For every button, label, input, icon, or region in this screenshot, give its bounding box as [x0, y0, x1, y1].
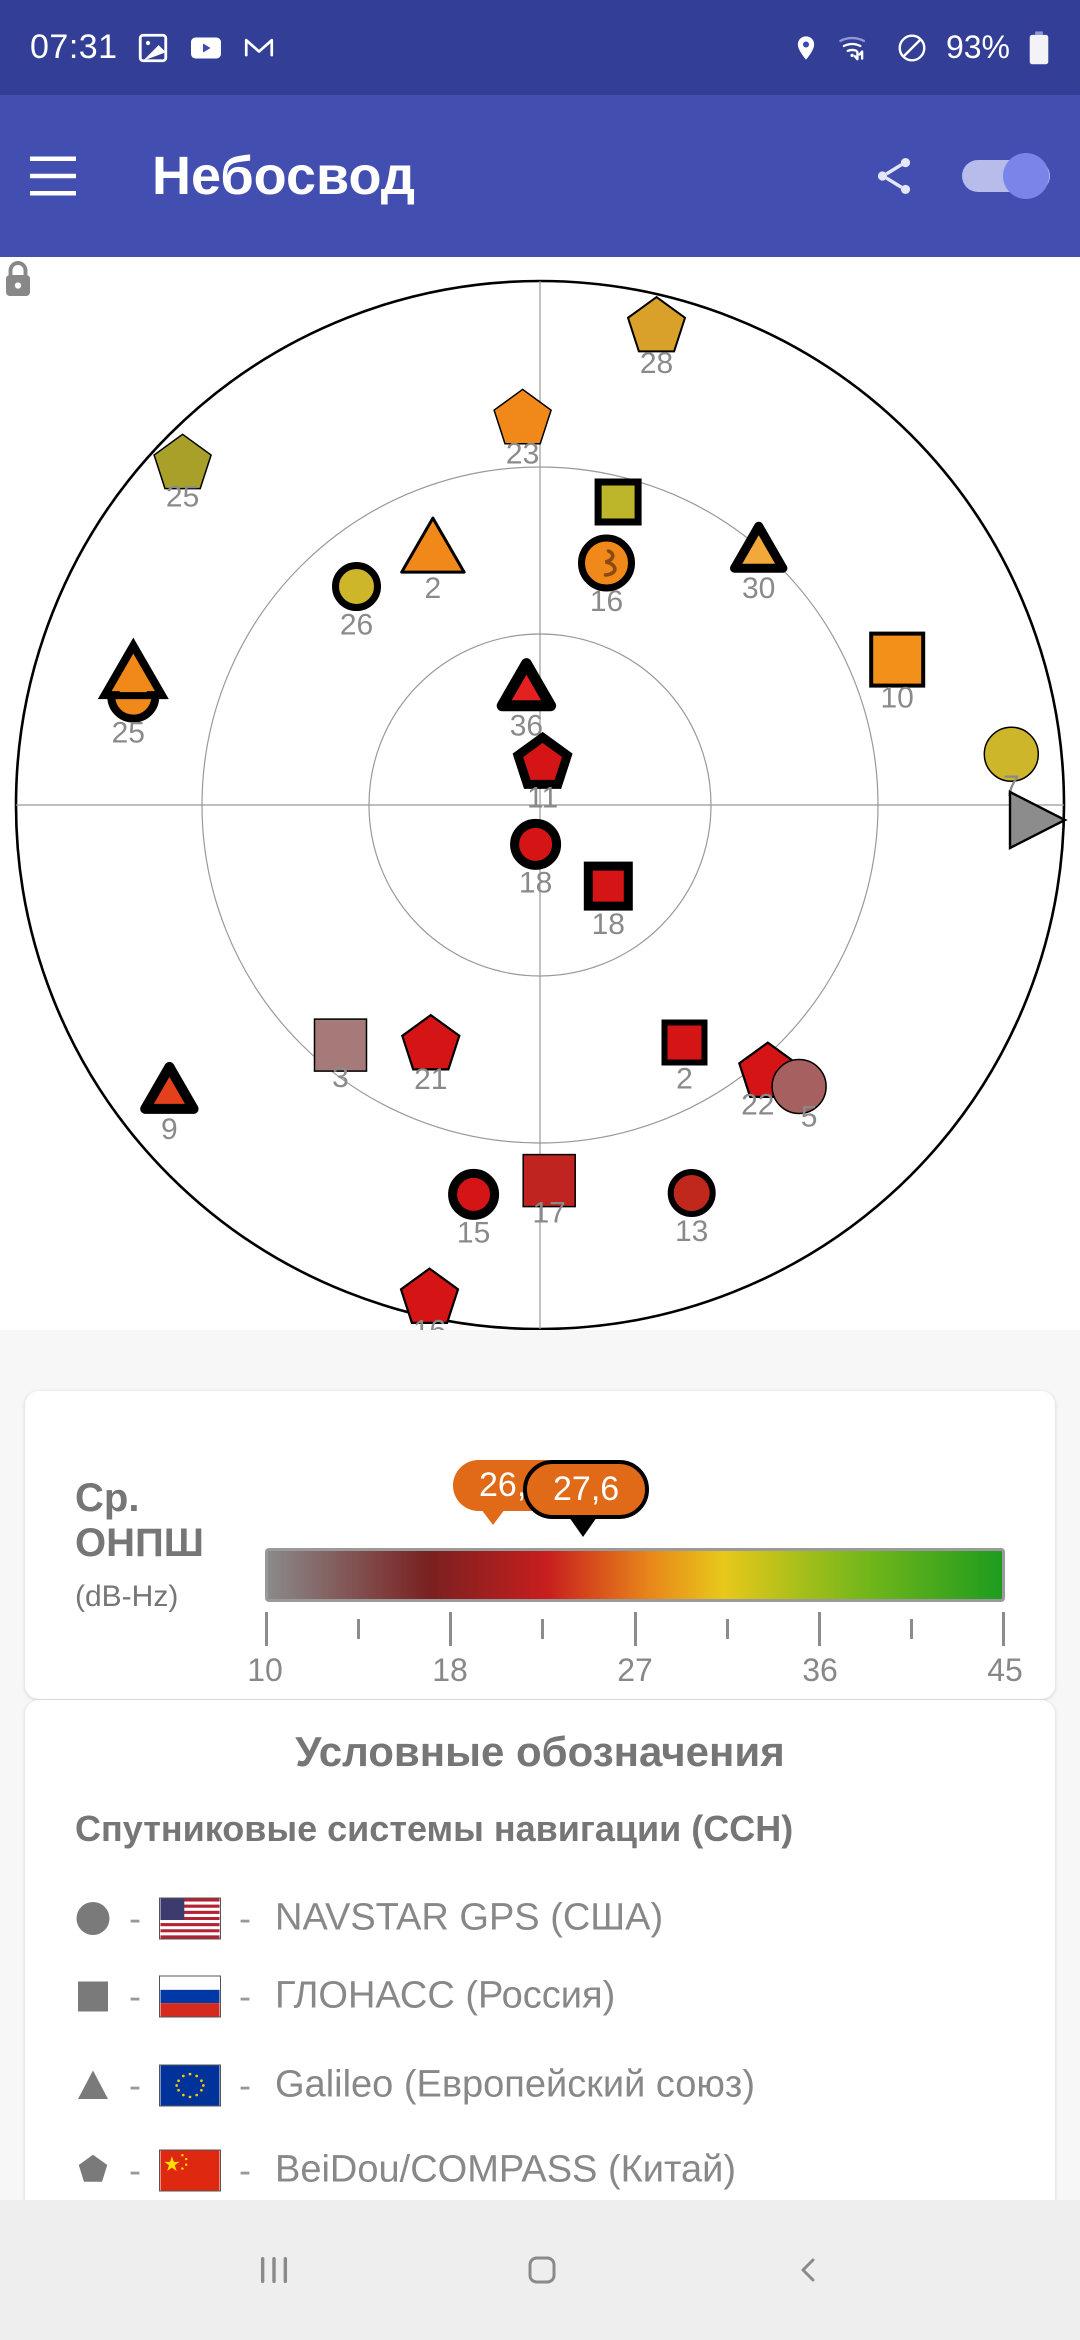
- svg-text:21: 21: [414, 1063, 447, 1096]
- svg-text:15: 15: [457, 1216, 490, 1249]
- svg-text:11: 11: [527, 781, 558, 814]
- svg-text:16: 16: [590, 585, 623, 618]
- svg-text:10: 10: [881, 682, 914, 715]
- svg-text:5: 5: [801, 1101, 818, 1134]
- svg-text:30: 30: [742, 572, 775, 605]
- svg-text:17: 17: [533, 1197, 566, 1230]
- svg-text:26: 26: [340, 609, 373, 642]
- svg-text:28: 28: [640, 347, 673, 380]
- svg-text:2: 2: [425, 572, 442, 605]
- svg-text:18: 18: [519, 866, 552, 899]
- svg-text:2: 2: [676, 1063, 693, 1096]
- svg-text:16: 16: [413, 1315, 446, 1330]
- svg-text:13: 13: [675, 1215, 708, 1248]
- svg-text:23: 23: [506, 437, 539, 470]
- svg-text:22: 22: [741, 1089, 774, 1122]
- svg-text:9: 9: [161, 1113, 178, 1146]
- svg-text:18: 18: [592, 908, 625, 941]
- svg-text:25: 25: [166, 480, 199, 513]
- svg-text:25: 25: [112, 717, 145, 750]
- svg-text:3: 3: [332, 1061, 349, 1094]
